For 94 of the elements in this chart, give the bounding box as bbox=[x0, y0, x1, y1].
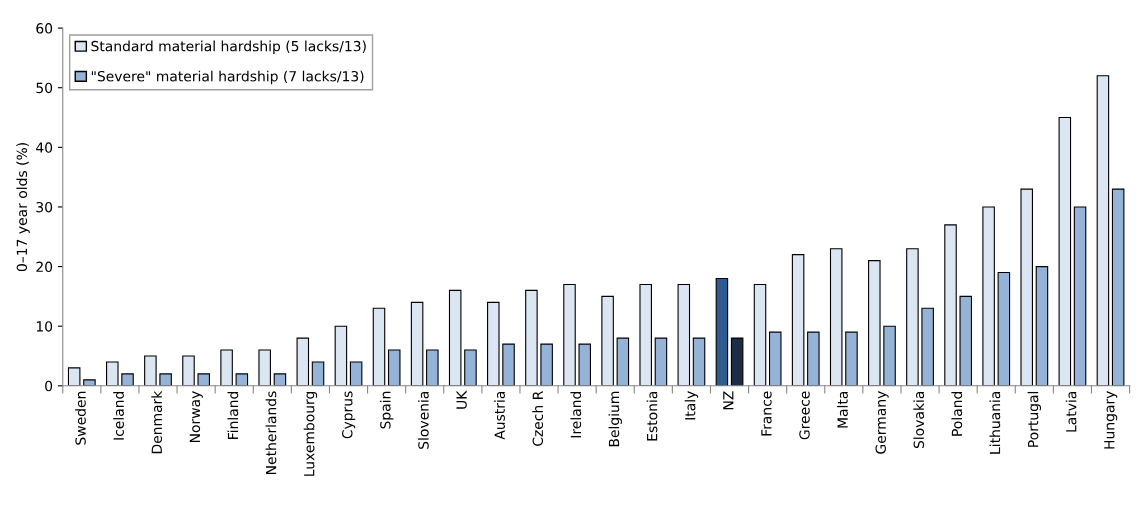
bar bbox=[601, 295, 614, 386]
bar bbox=[121, 373, 134, 386]
bar bbox=[654, 337, 668, 386]
bar bbox=[235, 373, 249, 386]
legend-label: "Severe" material hardship (7 lacks/13) bbox=[91, 70, 364, 85]
bar bbox=[67, 367, 81, 386]
bar bbox=[182, 355, 195, 386]
x-tick-label: Malta bbox=[837, 391, 848, 428]
bar bbox=[921, 307, 934, 386]
x-tick-label: Poland bbox=[951, 391, 963, 436]
x-tick-label: Luxembourg bbox=[303, 391, 318, 476]
y-tick-label: 30 bbox=[36, 201, 53, 213]
bar bbox=[791, 254, 805, 386]
bar bbox=[692, 337, 706, 386]
x-tick-label: Latvia bbox=[1065, 391, 1077, 432]
x-tick-label: Portugal bbox=[1027, 391, 1042, 447]
x-tick-label: Spain bbox=[379, 391, 394, 429]
bar bbox=[715, 277, 729, 386]
bar bbox=[677, 283, 691, 386]
bar bbox=[906, 248, 919, 386]
bar bbox=[868, 260, 881, 386]
x-tick-label: Ireland bbox=[570, 391, 582, 438]
bar bbox=[487, 301, 500, 386]
x-tick-label: Germany bbox=[875, 391, 889, 454]
bar bbox=[563, 283, 576, 386]
y-tick-label: 10 bbox=[36, 321, 53, 332]
y-tick-label: 20 bbox=[36, 261, 53, 273]
bar bbox=[959, 295, 973, 386]
bar bbox=[768, 331, 782, 386]
bar bbox=[1058, 116, 1072, 386]
bar bbox=[616, 337, 630, 386]
x-tick-label: Italy bbox=[684, 391, 699, 420]
bar bbox=[982, 206, 995, 386]
x-tick-label: Netherlands bbox=[265, 391, 277, 474]
y-tick-label: 40 bbox=[36, 142, 53, 153]
bar bbox=[387, 349, 401, 386]
bar bbox=[296, 337, 310, 386]
bar bbox=[464, 349, 477, 386]
bar bbox=[258, 349, 271, 386]
x-tick-label: Belgium bbox=[608, 391, 622, 447]
bar bbox=[311, 361, 325, 386]
bar bbox=[753, 283, 767, 386]
x-tick-label: Austria bbox=[494, 391, 505, 440]
y-tick-label: 50 bbox=[36, 82, 53, 94]
bar bbox=[845, 331, 858, 386]
bar bbox=[334, 325, 348, 386]
bar bbox=[1111, 188, 1125, 386]
bar bbox=[883, 325, 896, 386]
x-tick-label: Lithuania bbox=[989, 391, 1001, 454]
bar bbox=[349, 361, 363, 386]
x-tick-label: France bbox=[761, 391, 772, 436]
x-tick-label: Czech R bbox=[532, 391, 544, 446]
bar bbox=[426, 349, 439, 386]
bar bbox=[730, 337, 744, 386]
bar bbox=[220, 349, 233, 386]
bar bbox=[1073, 206, 1087, 386]
bar bbox=[1035, 266, 1049, 386]
y-tick-label: 0 bbox=[45, 380, 53, 392]
bar bbox=[372, 307, 386, 386]
bar bbox=[83, 379, 96, 386]
bar bbox=[540, 343, 553, 386]
bar bbox=[106, 361, 119, 386]
x-tick-label: Denmark bbox=[151, 390, 163, 454]
y-tick-label: 60 bbox=[36, 23, 53, 34]
bar bbox=[944, 224, 957, 386]
bar bbox=[829, 248, 843, 386]
bar bbox=[525, 289, 538, 386]
bar bbox=[197, 373, 210, 386]
bar bbox=[144, 355, 157, 386]
x-tick-label: Cyprus bbox=[342, 391, 356, 439]
x-tick-label: Estonia bbox=[646, 391, 658, 441]
x-tick-label: Slovenia bbox=[418, 391, 429, 449]
x-tick-label: NZ bbox=[723, 391, 734, 410]
legend-label: Standard material hardship (5 lacks/13) bbox=[91, 40, 366, 55]
bar bbox=[448, 289, 462, 386]
x-tick-label: Iceland bbox=[113, 391, 124, 440]
y-axis-title: 0–17 year olds (%) bbox=[16, 143, 30, 272]
x-tick-label: Hungary bbox=[1104, 391, 1118, 449]
bar bbox=[639, 283, 652, 386]
x-tick-label: Greece bbox=[799, 391, 810, 440]
x-tick-label: Finland bbox=[227, 391, 239, 439]
bar bbox=[578, 343, 592, 386]
x-tick-label: Norway bbox=[189, 391, 203, 442]
bar bbox=[1020, 188, 1033, 386]
x-tick-label: Sweden bbox=[75, 391, 86, 445]
bar bbox=[997, 271, 1011, 386]
bar bbox=[159, 373, 172, 386]
bar bbox=[502, 343, 515, 386]
x-tick-label: Slovakia bbox=[913, 391, 925, 449]
bar bbox=[273, 373, 287, 386]
x-tick-label: UK bbox=[456, 390, 467, 409]
bar bbox=[410, 301, 424, 386]
bar bbox=[807, 331, 820, 386]
bar bbox=[1096, 75, 1110, 386]
